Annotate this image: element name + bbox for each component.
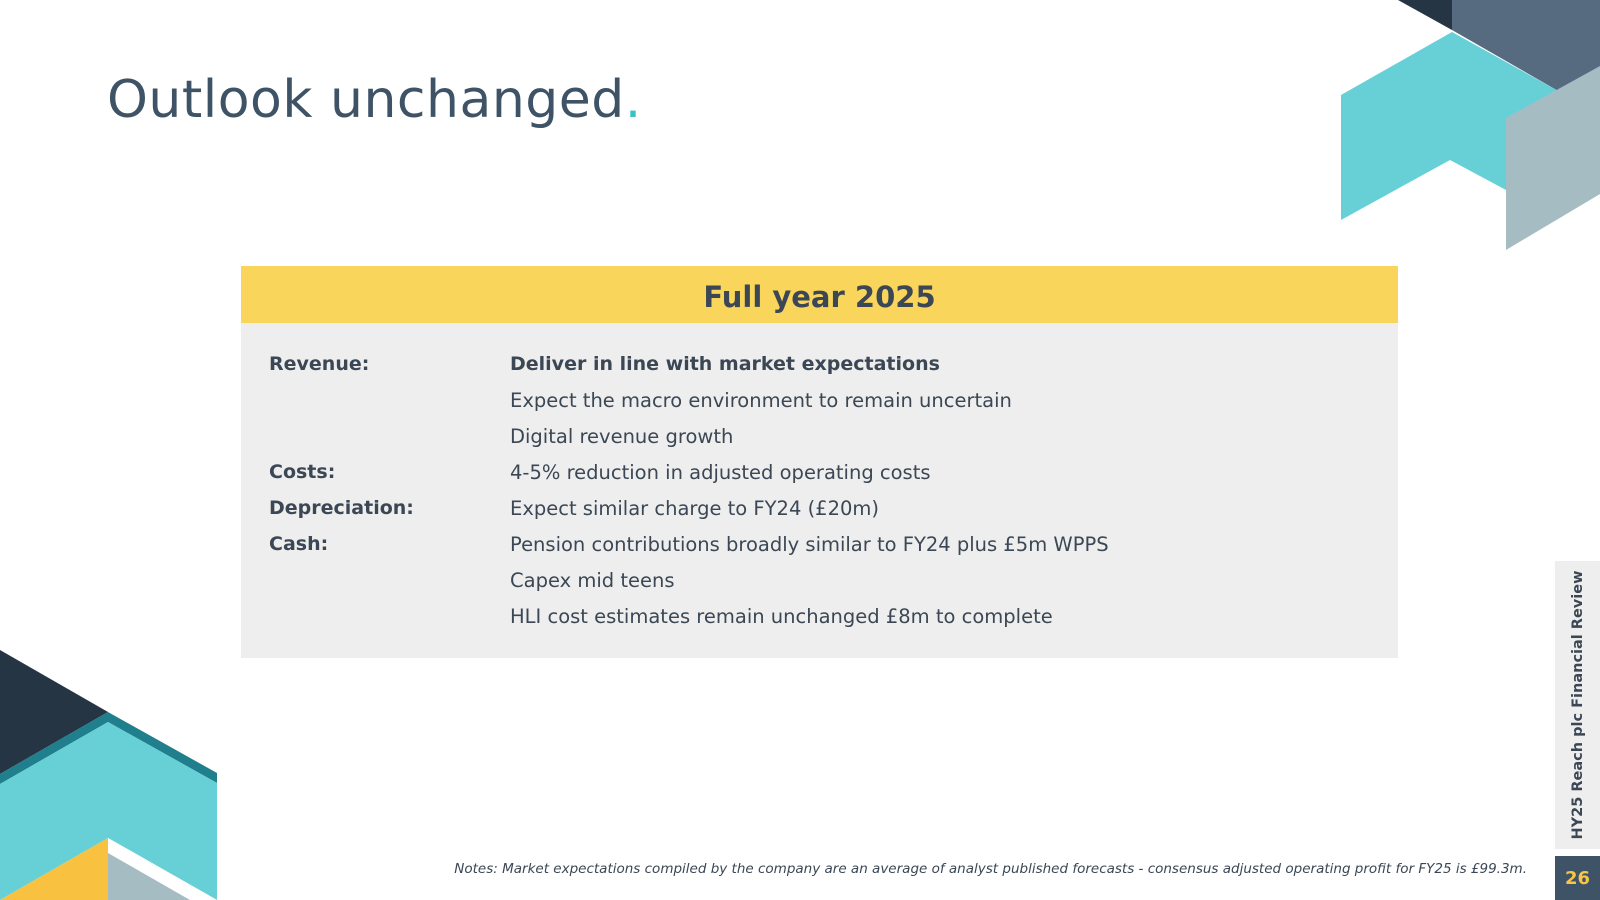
outlook-row: Capex mid teens [269,562,1378,598]
row-label: Cash: [269,533,329,555]
row-text: Digital revenue growth [510,424,734,448]
page-number: 26 [1564,867,1591,889]
row-text: HLI cost estimates remain unchanged £8m … [510,604,1053,628]
row-text: Capex mid teens [510,568,675,592]
deco-teal-chevron [1341,32,1560,220]
deco-orange-triangle [0,838,108,900]
outlook-row: HLI cost estimates remain unchanged £8m … [269,598,1378,634]
outlook-row: Revenue: Deliver in line with market exp… [269,346,1378,382]
deco-white-stripe [108,838,217,900]
outlook-panel: Full year 2025 Revenue: Deliver in line … [241,266,1398,658]
outlook-row: Costs: 4-5% reduction in adjusted operat… [269,454,1378,490]
outlook-row: Expect the macro environment to remain u… [269,382,1378,418]
deco-slate-block [1452,0,1600,92]
outlook-row: Depreciation: Expect similar charge to F… [269,490,1378,526]
side-label: HY25 Reach plc Financial Review [1570,570,1586,840]
deco-navy-corner [1398,0,1452,30]
page-title: Outlook unchanged. [107,70,642,130]
page-number-badge: 26 [1555,856,1600,900]
outlook-row: Digital revenue growth [269,418,1378,454]
deco-teal-chevron-bottom [0,722,217,900]
row-text: Pension contributions broadly similar to… [510,532,1109,556]
row-text: Deliver in line with market expectations [510,353,940,375]
row-label: Revenue: [269,353,370,375]
row-label: Costs: [269,461,336,483]
footnote: Notes: Market expectations compiled by t… [454,861,1527,877]
side-tab [1555,561,1600,849]
row-text: Expect the macro environment to remain u… [510,388,1012,412]
row-text: Expect similar charge to FY24 (£20m) [510,496,879,520]
deco-grey-chevron [1506,66,1600,250]
panel-title: Full year 2025 [703,279,936,314]
outlook-row: Cash: Pension contributions broadly simi… [269,526,1378,562]
row-label: Depreciation: [269,497,414,519]
deco-grey-triangle [108,853,190,900]
outlook-rows: Revenue: Deliver in line with market exp… [269,346,1378,634]
row-text: 4-5% reduction in adjusted operating cos… [510,460,931,484]
panel-header: Full year 2025 [241,266,1398,323]
deco-navy-block [0,650,108,774]
title-accent-dot: . [624,70,642,130]
